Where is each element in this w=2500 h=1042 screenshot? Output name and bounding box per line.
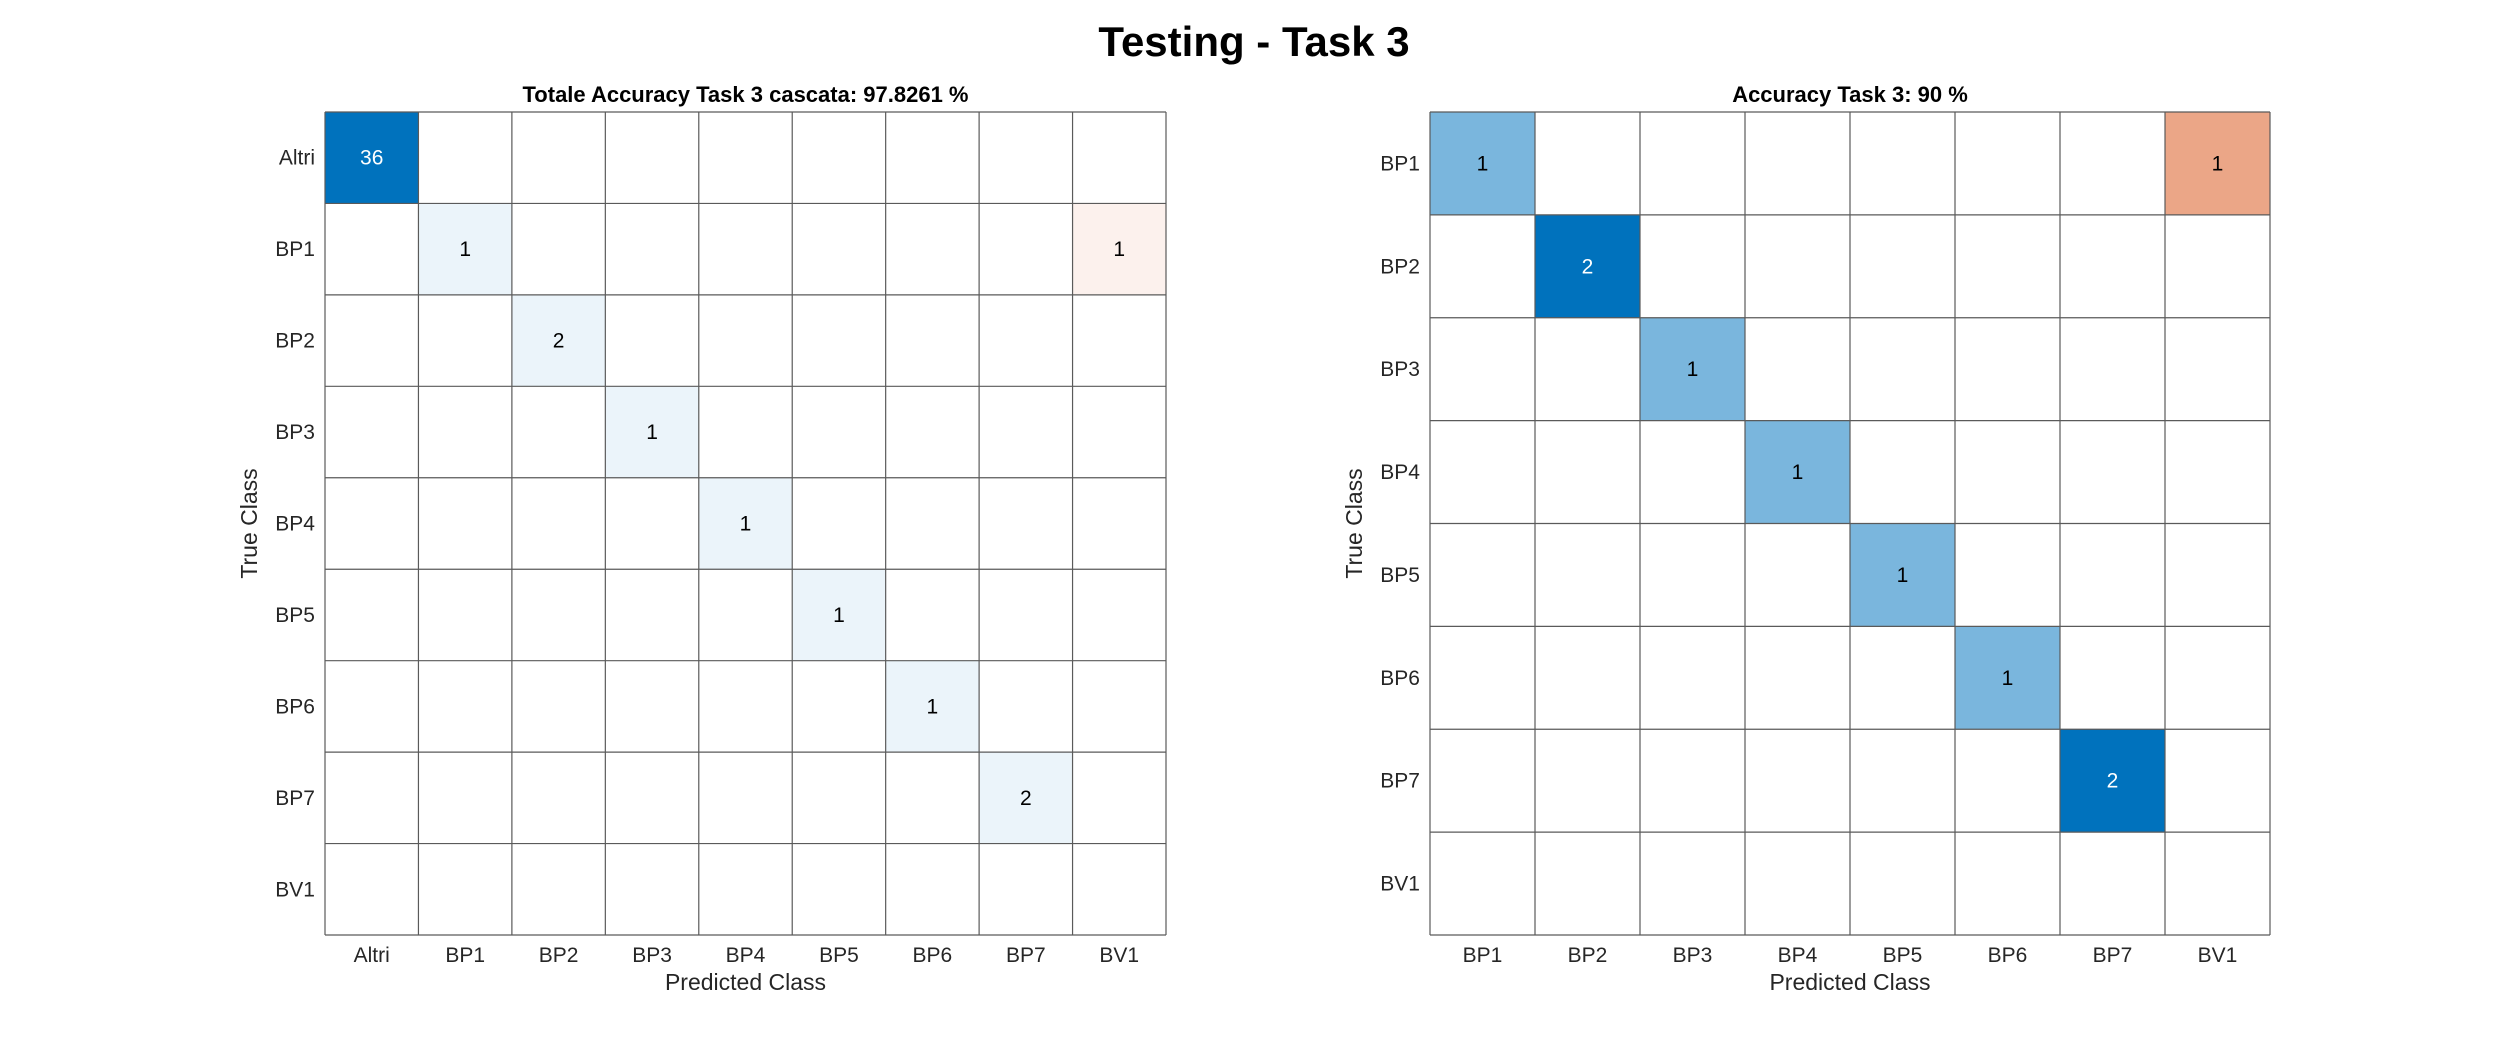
confusion-matrix-left: 36 1 1 2 1 1 1 1 2 Totale Accuracy Task 3 cascata… xyxy=(236,82,1167,995)
x-tick-label: Altri xyxy=(354,944,390,967)
x-tick-label: BP1 xyxy=(445,944,485,967)
matrix-cell-fill xyxy=(1955,626,2060,730)
x-tick-label: BP7 xyxy=(2093,944,2133,967)
matrix-cell-fill xyxy=(1850,523,1955,627)
x-axis-label: Predicted Class xyxy=(1769,969,1930,995)
x-tick-label: BP2 xyxy=(1568,944,1608,967)
cell-value-label: 2 xyxy=(2107,770,2119,793)
matrix-cell-fill xyxy=(1430,112,1535,215)
cell-value-label: 36 xyxy=(360,147,383,170)
x-tick-label: BP6 xyxy=(913,944,953,967)
cell-value-label: 1 xyxy=(459,238,471,261)
cell-value-label: 1 xyxy=(2002,667,2014,690)
matrix-cell-fill xyxy=(418,203,512,295)
chart-title: Totale Accuracy Task 3 cascata: 97.8261 … xyxy=(523,82,969,107)
confusion-matrix-right: 1 1 2 1 1 1 1 2 Accuracy Task 3: 90 % BP1 BP2 BP3 BP… xyxy=(1341,82,2271,995)
cell-value-label: 1 xyxy=(740,513,752,536)
matrix-cell-fill xyxy=(979,752,1073,844)
x-tick-label: BV1 xyxy=(2198,944,2238,967)
y-tick-label: BP6 xyxy=(1380,667,1420,690)
y-tick-label: BP2 xyxy=(1380,255,1420,278)
figure-title: Testing - Task 3 xyxy=(1098,18,1409,65)
y-tick-label: BP1 xyxy=(275,238,315,261)
cell-value-label: 2 xyxy=(553,330,565,353)
cell-value-label: 1 xyxy=(1687,358,1699,381)
x-tick-label: BP2 xyxy=(539,944,579,967)
y-tick-label: BP7 xyxy=(1380,770,1420,793)
y-tick-label: BP5 xyxy=(1380,564,1420,587)
x-tick-label: BV1 xyxy=(1099,944,1139,967)
y-tick-label: BV1 xyxy=(275,878,315,901)
matrix-cell-fill xyxy=(1072,203,1166,295)
matrix-cell-fill xyxy=(2060,729,2165,833)
chart-title: Accuracy Task 3: 90 % xyxy=(1732,82,1968,107)
x-tick-label: BP3 xyxy=(1673,944,1713,967)
x-tick-label: BP6 xyxy=(1988,944,2028,967)
y-axis-label: True Class xyxy=(1341,468,1367,578)
matrix-cell-fill xyxy=(325,112,419,204)
matrix-cell-fill xyxy=(1535,214,1640,318)
x-tick-label: BP5 xyxy=(1883,944,1923,967)
cell-value-label: 2 xyxy=(1020,787,1032,810)
y-tick-label: BP1 xyxy=(1380,152,1420,175)
y-tick-label: Altri xyxy=(279,147,315,170)
cell-value-label: 1 xyxy=(927,695,939,718)
x-tick-label: BP4 xyxy=(1778,944,1818,967)
y-tick-label: BP3 xyxy=(1380,358,1420,381)
y-tick-label: BV1 xyxy=(1380,873,1420,896)
matrix-cell-fill xyxy=(1640,317,1745,421)
y-tick-label: BP4 xyxy=(275,513,315,536)
y-tick-label: BP3 xyxy=(275,421,315,444)
matrix-cell-fill xyxy=(605,386,699,478)
matrix-cell-fill xyxy=(885,660,980,753)
x-tick-label: BP4 xyxy=(726,944,766,967)
cell-value-label: 1 xyxy=(2212,152,2224,175)
matrix-cell-fill xyxy=(698,477,793,570)
y-tick-label: BP5 xyxy=(275,604,315,627)
cell-value-label: 1 xyxy=(1477,152,1489,175)
x-tick-label: BP3 xyxy=(632,944,672,967)
x-tick-label: BP7 xyxy=(1006,944,1046,967)
y-tick-label: BP4 xyxy=(1380,461,1420,484)
cell-value-label: 1 xyxy=(1113,238,1125,261)
x-axis-label: Predicted Class xyxy=(665,969,826,995)
matrix-cell-fill xyxy=(511,294,606,387)
cell-value-label: 1 xyxy=(646,421,658,444)
x-tick-label: BP5 xyxy=(819,944,859,967)
y-tick-label: BP6 xyxy=(275,695,315,718)
matrix-cell-fill xyxy=(792,569,886,661)
y-tick-label: BP2 xyxy=(275,330,315,353)
cell-value-label: 2 xyxy=(1582,255,1594,278)
y-axis-label: True Class xyxy=(236,468,262,578)
matrix-cell-fill xyxy=(2165,112,2270,215)
y-tick-label: BP7 xyxy=(275,787,315,810)
matrix-cell-fill xyxy=(1745,420,1850,524)
x-tick-label: BP1 xyxy=(1463,944,1503,967)
cell-value-label: 1 xyxy=(1897,564,1909,587)
cell-value-label: 1 xyxy=(1792,461,1804,484)
cell-value-label: 1 xyxy=(833,604,845,627)
